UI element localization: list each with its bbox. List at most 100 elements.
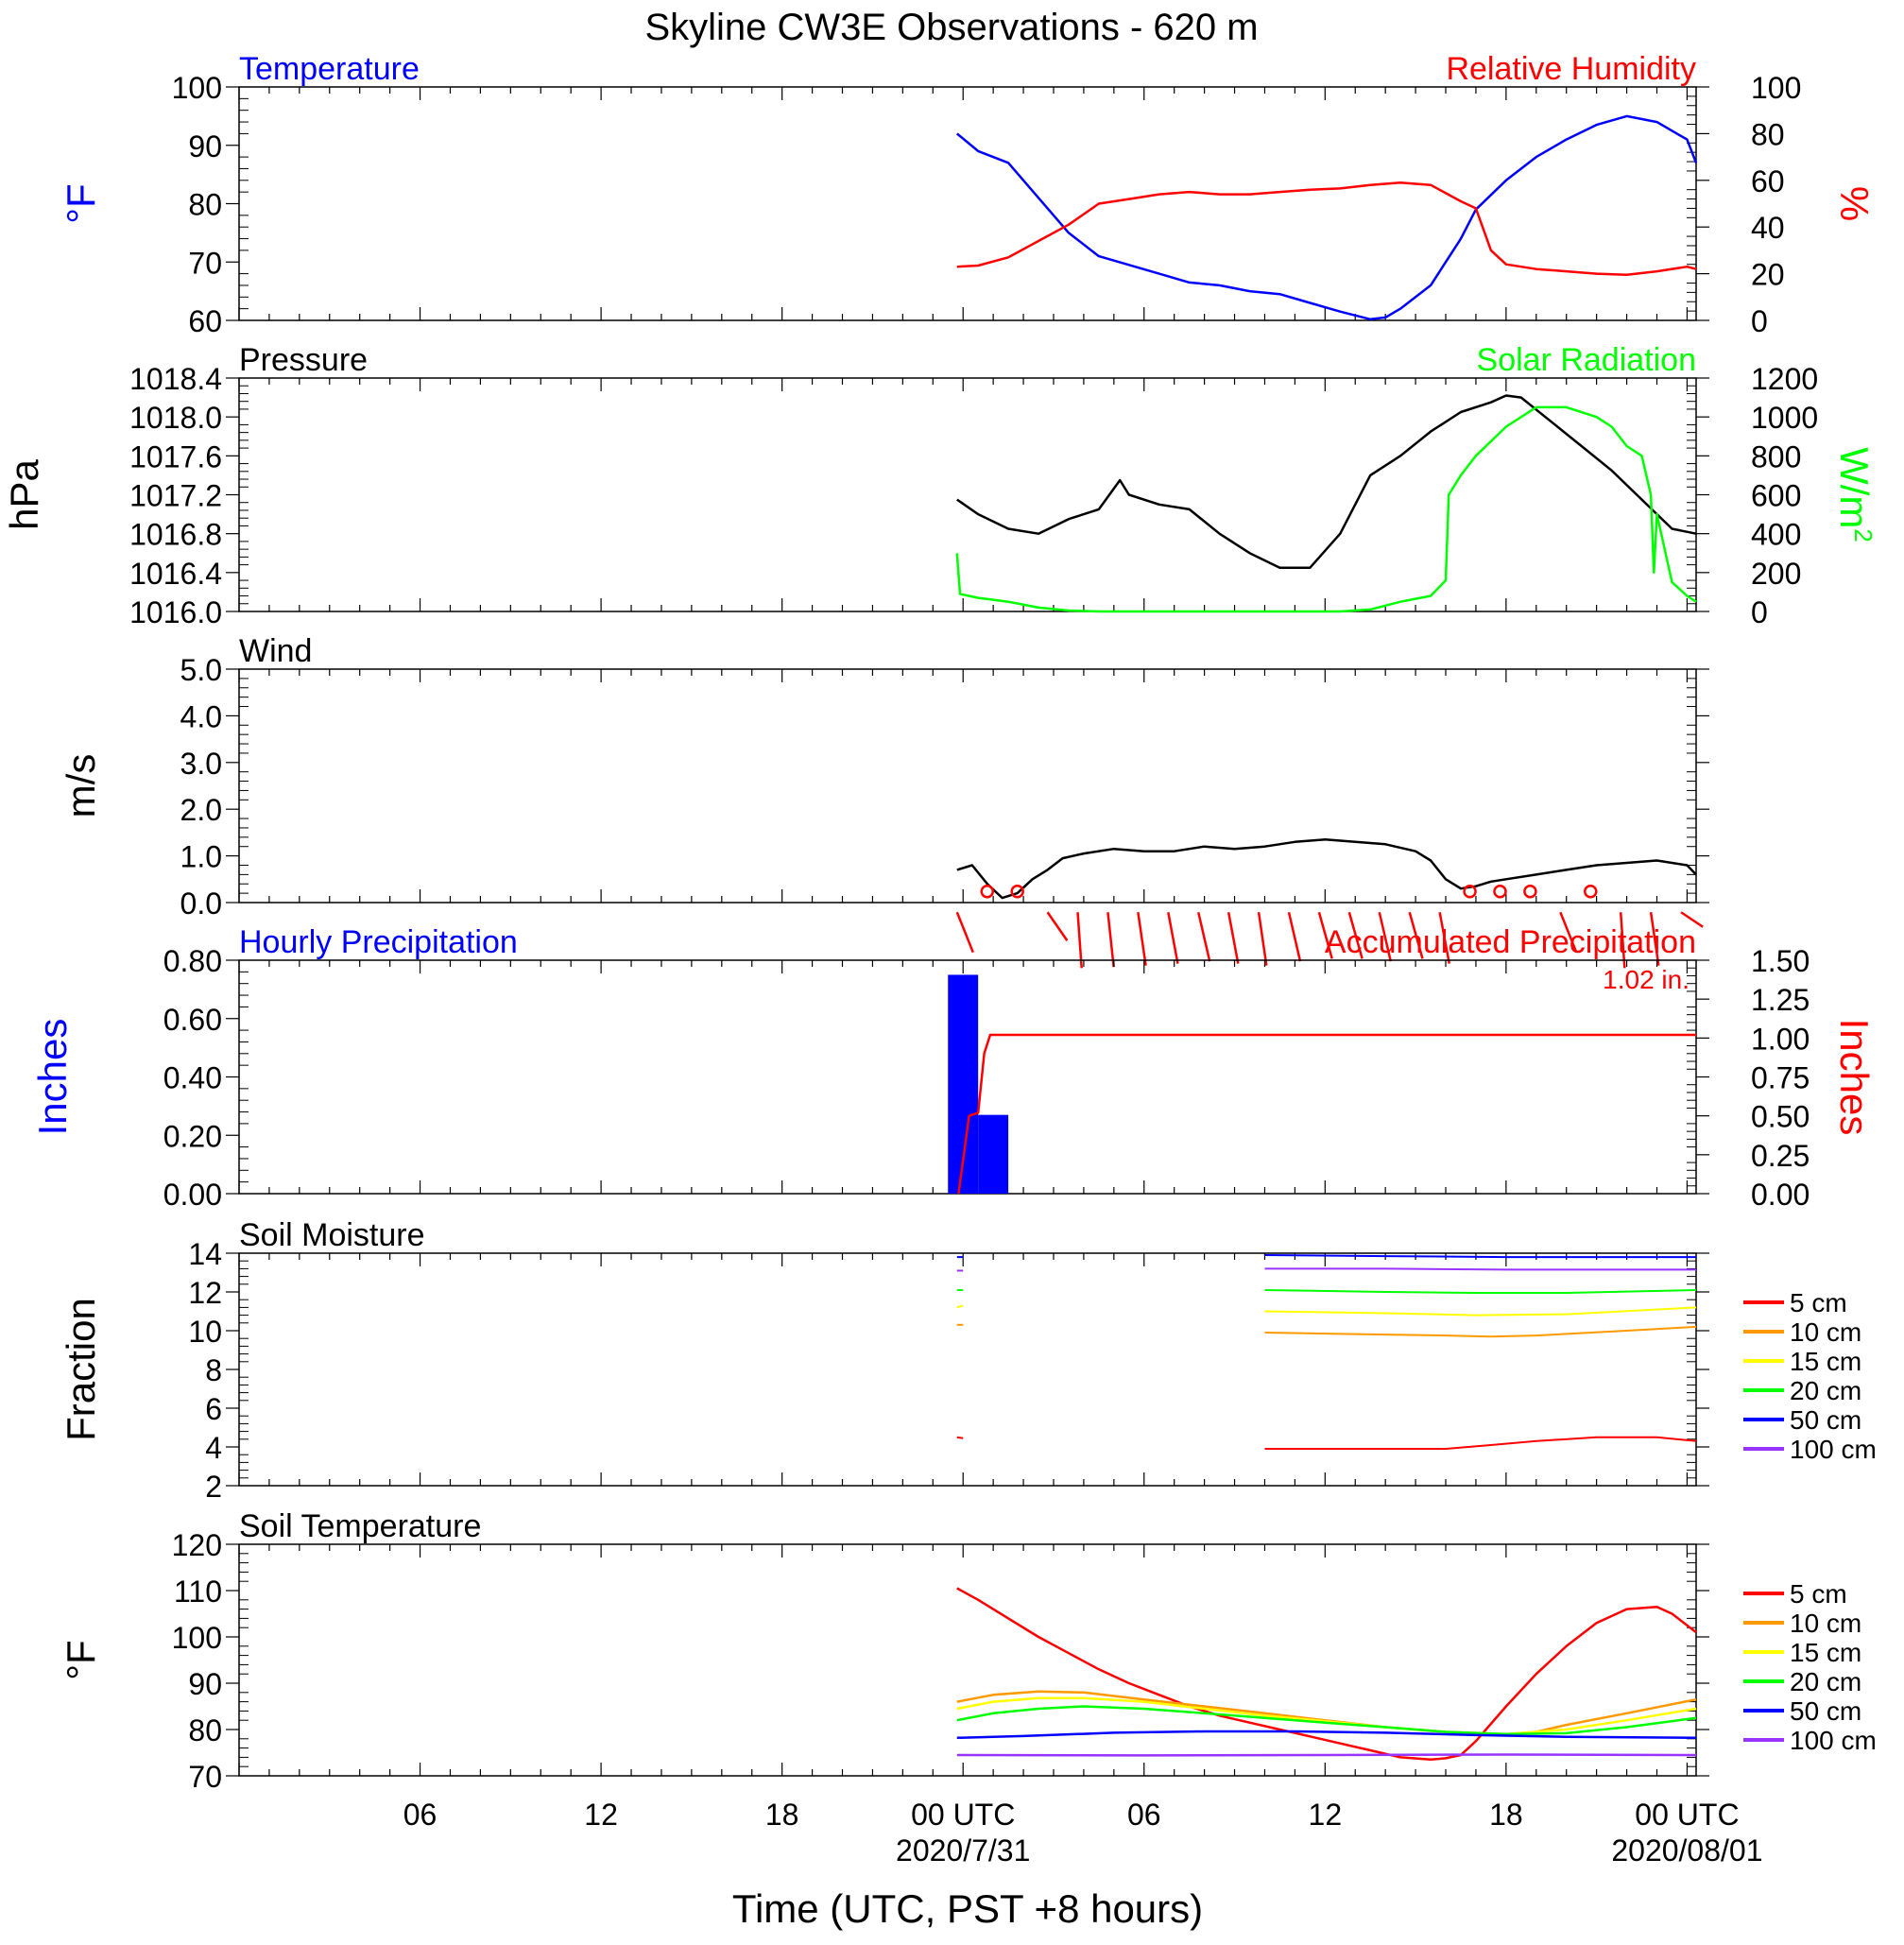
series-line-100-cm [956,1753,1697,1757]
panel-frame-temp_rh [238,86,1697,321]
panel-title-left: Hourly Precipitation [239,924,518,960]
legend-label: 20 cm [1790,1376,1861,1405]
x-tick-label: 00 UTC [911,1798,1015,1832]
y-tick-label-right: 40 [1751,211,1785,245]
y-axis-label-right: % [1832,186,1877,221]
wind-barb [1106,912,1115,968]
y-tick-label-left: 100 [172,1621,222,1655]
panel-frame-soil_moisture [238,1252,1697,1487]
y-tick-label-left: 6 [205,1392,222,1426]
x-tick-label: 06 [1127,1798,1161,1832]
y-tick-label-left: 5.0 [180,653,222,687]
soil-moisture-line-50cm [1264,1254,1696,1259]
y-tick-label-left: 10 [188,1315,222,1349]
series-line-temperature [956,114,1698,321]
chart-title: Skyline CW3E Observations - 620 m [644,7,1258,48]
soil-moisture-line-5cm [1264,1436,1697,1450]
soil-moisture-line-5cm [956,1436,964,1439]
y-tick-label-right: 20 [1751,258,1785,292]
y-tick-label-left: 0.80 [163,944,222,978]
wind-barb [1559,911,1578,954]
y-tick-label-left: 70 [188,1760,222,1794]
wind-barb [1619,912,1626,969]
soil-moisture-line-20cm [1264,1289,1697,1294]
y-axis-label-right: Inches [1832,1019,1877,1136]
precip-bar [978,1114,1009,1194]
y-tick-label-right: 0.00 [1751,1178,1810,1212]
panel-title-right: Accumulated Precipitation [1325,924,1696,960]
wind-barb [1347,911,1364,959]
y-tick-label-left: 8 [205,1353,222,1387]
y-tick-label-left: 4.0 [180,699,222,733]
x-tick-label: 00 UTC [1635,1798,1739,1832]
wind-barb [1167,912,1179,964]
legend-label: 50 cm [1790,1696,1861,1726]
accumulated-precip-line [957,1033,1696,1195]
y-tick-label-left: 90 [188,1667,222,1701]
series-line-50-cm [956,1730,1697,1740]
y-tick-label-left: 60 [188,304,222,338]
wind-calm-circle [1463,884,1477,899]
panel-frame-wind [238,668,1697,904]
y-tick-label-left: 14 [188,1237,222,1271]
y-tick-label-left: 2 [205,1470,222,1504]
y-axis-label-left: m/s [59,754,103,818]
y-tick-label-right: 1200 [1751,362,1818,396]
y-tick-label-left: 12 [188,1276,222,1310]
series-line-solar-radiation [955,405,1697,613]
y-tick-label-right: 1000 [1751,401,1818,435]
y-tick-label-right: 0 [1751,304,1768,338]
series-line-pressure [956,394,1697,569]
y-tick-label-left: 80 [188,188,222,222]
panel-frame-pressure_solar [238,377,1697,612]
y-tick-label-left: 1016.4 [129,557,222,591]
y-tick-label-right: 1.00 [1751,1022,1810,1056]
legend-label: 100 cm [1790,1726,1877,1755]
series-line-15-cm [956,1696,1697,1736]
y-tick-label-left: 100 [172,71,222,105]
legend-label: 5 cm [1790,1579,1847,1609]
x-tick-label: 18 [765,1798,799,1832]
y-tick-label-right: 100 [1751,71,1801,105]
wind-barb [1649,912,1660,966]
y-tick-label-left: 0.60 [163,1003,222,1037]
legend-label: 10 cm [1790,1317,1861,1347]
wind-barb [1076,912,1083,969]
legend-label: 15 cm [1790,1638,1861,1667]
wind-calm-circle [980,884,995,899]
y-tick-label-right: 1.50 [1751,944,1810,978]
x-tick-date: 2020/7/31 [896,1833,1030,1868]
series-line-5-cm [956,1587,1697,1762]
y-tick-label-left: 0.0 [180,886,222,921]
wind-barb [1438,912,1451,964]
y-tick-label-left: 80 [188,1713,222,1747]
wind-barb [1317,911,1333,959]
wind-barb [1046,911,1069,941]
y-tick-label-left: 90 [188,129,222,164]
legend-label: 20 cm [1790,1667,1861,1696]
y-tick-label-right: 600 [1751,479,1801,513]
y-axis-label-right: W/m2 [1832,447,1878,542]
superscript-two: 2 [1849,528,1878,542]
legend-label: 10 cm [1790,1609,1861,1638]
legend-label: 15 cm [1790,1347,1861,1376]
y-tick-label-left: 1017.6 [129,439,222,473]
y-axis-label-left: Fraction [59,1298,103,1441]
y-tick-label-left: 120 [172,1528,222,1562]
y-tick-label-left: 1.0 [180,840,222,874]
soil-moisture-line-15cm [956,1304,964,1309]
x-tick-label: 12 [584,1798,618,1832]
wind-barb [1137,912,1147,966]
y-tick-label-left: 3.0 [180,747,222,781]
legend-label: 100 cm [1790,1435,1877,1464]
x-tick-label: 12 [1309,1798,1343,1832]
y-tick-label-right: 60 [1751,164,1785,198]
y-tick-label-right: 80 [1751,117,1785,151]
series-line-wind [956,838,1697,900]
series-line-relative-humidity [956,181,1697,277]
y-tick-label-left: 70 [188,246,222,280]
wind-calm-circle [1523,884,1537,899]
y-tick-label-left: 2.0 [180,793,222,827]
